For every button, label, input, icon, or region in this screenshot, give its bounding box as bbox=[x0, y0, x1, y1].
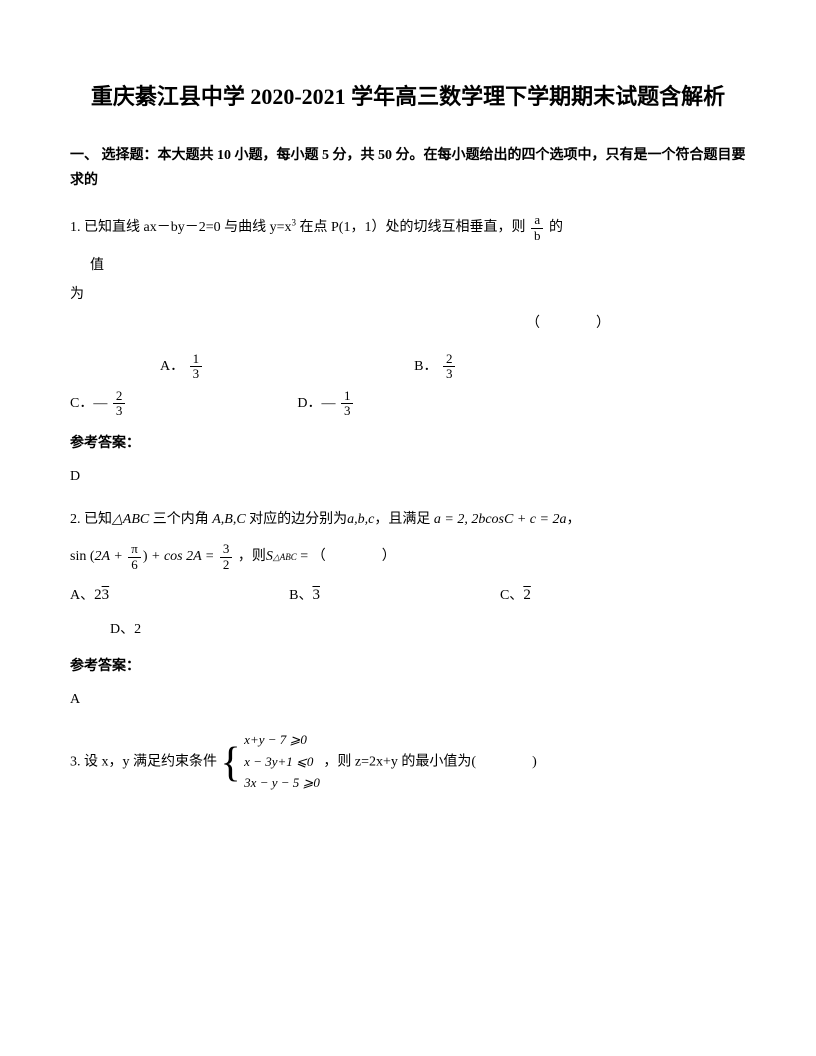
page-title: 重庆綦江县中学 2020-2021 学年高三数学理下学期期末试题含解析 bbox=[70, 80, 746, 113]
q1-option-d: D．— 1 3 bbox=[297, 389, 355, 419]
q1-optC-label: C．— bbox=[70, 396, 111, 411]
q2-optC-prefix: C、 bbox=[500, 588, 523, 603]
question-2: 2. 已知△ABC 三个内角 A,B,C 对应的边分别为a,b,c，且满足 a … bbox=[70, 507, 746, 712]
q2-optB-prefix: B、 bbox=[289, 588, 312, 603]
q1-fraction-ab: a b bbox=[531, 213, 544, 243]
q1-suffix: 的 bbox=[549, 220, 563, 235]
q1-prefix: 1. 已知直线 ax－by－2=0 与曲线 y=x bbox=[70, 220, 292, 235]
q3-brace-icon: { bbox=[221, 742, 241, 784]
q2-option-d: D、2 bbox=[110, 617, 746, 642]
q2-optB-val: 3 bbox=[312, 587, 320, 603]
q1-text: 1. 已知直线 ax－by－2=0 与曲线 y=x3 在点 P(1，1）处的切线… bbox=[70, 213, 746, 243]
q1-paren: （ ） bbox=[390, 311, 746, 336]
q2-option-a: A、23 bbox=[70, 582, 109, 609]
q1-middle: 在点 P(1，1）处的切线互相垂直，则 bbox=[296, 220, 529, 235]
q1-option-a: A． 1 3 bbox=[160, 352, 204, 382]
q2-comma1: ， bbox=[566, 512, 580, 527]
q1-frac-num: a bbox=[531, 213, 544, 228]
question-1: 1. 已知直线 ax－by－2=0 与曲线 y=x 3 在点 P(1，1）处的切线… bbox=[70, 213, 746, 489]
q2-eq-left: sin bbox=[70, 549, 86, 564]
q2-eq-paren: (2A + π6) bbox=[90, 549, 151, 564]
q1-optB-num: 2 bbox=[443, 352, 456, 367]
q1-optA-den: 3 bbox=[190, 367, 203, 381]
q1-answer-label: 参考答案： bbox=[70, 431, 746, 456]
q2-sarea: S bbox=[266, 549, 273, 564]
q3-line1: x+y − 7 ⩾0 bbox=[244, 730, 320, 750]
q1-optA-num: 1 bbox=[190, 352, 203, 367]
section-header: 一、 选择题：本大题共 10 小题，每小题 5 分，共 50 分。在每小题给出的… bbox=[70, 143, 746, 193]
q2-equals: = bbox=[297, 549, 312, 564]
q2-answer-label: 参考答案： bbox=[70, 654, 746, 679]
q1-option-c: C．— 2 3 bbox=[70, 389, 127, 419]
q2-optA-prefix: A、 bbox=[70, 588, 94, 603]
q2-eq-frac1: π6 bbox=[128, 542, 141, 572]
q1-options-cd: C．— 2 3 D．— 1 3 bbox=[70, 389, 746, 419]
q1-optB-frac: 2 3 bbox=[443, 352, 456, 382]
q2-cond1: a = 2, 2bcosC + c = 2a bbox=[434, 512, 567, 527]
q1-optA-label: A． bbox=[160, 359, 184, 374]
q2-paren: （ ） bbox=[312, 549, 396, 564]
q3-text: 3. 设 x，y 满足约束条件 { x+y − 7 ⩾0 x − 3y+1 ⩽0… bbox=[70, 730, 746, 795]
q1-optD-den: 3 bbox=[341, 404, 354, 418]
q2-eq-rhs-den: 2 bbox=[220, 558, 233, 572]
question-3: 3. 设 x，y 满足约束条件 { x+y − 7 ⩾0 x − 3y+1 ⩽0… bbox=[70, 730, 746, 795]
q1-optD-label: D．— bbox=[297, 396, 339, 411]
q3-line2: x − 3y+1 ⩽0 bbox=[244, 752, 320, 772]
q2-abc1: △ABC bbox=[112, 512, 149, 527]
q1-optA-frac: 1 3 bbox=[190, 352, 203, 382]
q1-optB-den: 3 bbox=[443, 367, 456, 381]
q3-suffix: ，则 z=2x+y 的最小值为( ) bbox=[323, 755, 536, 770]
q2-option-c: C、2 bbox=[500, 582, 531, 609]
q2-sarea-sub: △ABC bbox=[273, 552, 297, 562]
q1-optD-num: 1 bbox=[341, 389, 354, 404]
q1-options-ab: A． 1 3 B． 2 3 bbox=[70, 352, 746, 382]
q2-optC-val: 2 bbox=[523, 587, 531, 603]
q2-abc2: A,B,C bbox=[212, 512, 245, 527]
q2-answer: A bbox=[70, 687, 746, 712]
q1-answer: D bbox=[70, 464, 746, 489]
q2-eq-frac-den: 6 bbox=[128, 558, 141, 572]
q2-abc3: a,b,c bbox=[347, 512, 374, 527]
q1-optD-frac: 1 3 bbox=[341, 389, 354, 419]
q3-system: x+y − 7 ⩾0 x − 3y+1 ⩽0 3x − y − 5 ⩾0 bbox=[244, 730, 320, 795]
q2-prefix: 2. 已知 bbox=[70, 512, 112, 527]
q1-option-b: B． 2 3 bbox=[414, 352, 457, 382]
q1-frac-den: b bbox=[531, 229, 544, 243]
q2-equation-line: sin (2A + π6) + cos 2A = 3 2 ，则S△ABC = （… bbox=[70, 542, 746, 572]
q2-options-abc: A、23 B、3 C、2 bbox=[70, 582, 746, 609]
q3-line3: 3x − y − 5 ⩾0 bbox=[244, 773, 320, 793]
q2-eq-frac-num: π bbox=[128, 542, 141, 557]
q2-text4: ，则 bbox=[238, 549, 266, 564]
q1-wei-word: 为 bbox=[70, 282, 746, 307]
q1-optC-frac: 2 3 bbox=[113, 389, 126, 419]
q2-optA-val: 23 bbox=[94, 587, 109, 603]
q1-optC-num: 2 bbox=[113, 389, 126, 404]
q2-text1: 三个内角 bbox=[149, 512, 212, 527]
q2-eq-mid: + cos 2A = bbox=[151, 549, 218, 564]
q2-eq-rhs-frac: 3 2 bbox=[220, 542, 233, 572]
q1-optB-label: B． bbox=[414, 359, 437, 374]
q2-text2: 对应的边分别为 bbox=[246, 512, 348, 527]
q2-option-b: B、3 bbox=[289, 582, 320, 609]
q1-value-word: 值 bbox=[90, 253, 746, 278]
q2-text: 2. 已知△ABC 三个内角 A,B,C 对应的边分别为a,b,c，且满足 a … bbox=[70, 507, 746, 532]
q2-text3: ，且满足 bbox=[374, 512, 434, 527]
q2-eq-rhs-num: 3 bbox=[220, 542, 233, 557]
q1-optC-den: 3 bbox=[113, 404, 126, 418]
q3-prefix: 3. 设 x，y 满足约束条件 bbox=[70, 755, 217, 770]
q2-eq-inner1: 2A + bbox=[95, 549, 127, 564]
